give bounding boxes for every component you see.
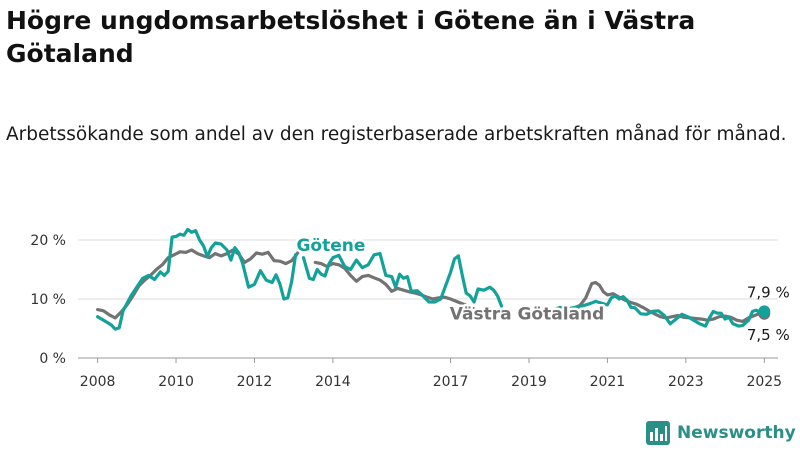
x-tick-label: 2025 <box>746 374 782 390</box>
y-tick-label: 0 % <box>39 351 66 367</box>
end-value-label: 7,9 % <box>747 283 790 301</box>
series-line-västra-götaland <box>96 248 300 320</box>
series-line-götene <box>521 305 543 312</box>
x-tick-label: 2021 <box>590 374 626 390</box>
series-annotation: Västra Götaland <box>450 305 605 325</box>
series-annotation-halo: Västra Götaland <box>450 305 605 325</box>
x-tick-label: 2012 <box>237 374 273 390</box>
x-tick-label: 2023 <box>668 374 704 390</box>
series-annotation: Götene <box>296 236 365 256</box>
series-line-götene <box>301 252 504 308</box>
y-tick-label: 10 % <box>30 292 66 308</box>
series-line-västra-götaland <box>313 260 476 311</box>
end-point-götene <box>758 305 771 318</box>
x-tick-label: 2008 <box>80 374 116 390</box>
y-tick-label: 20 % <box>30 233 66 249</box>
x-tick-label: 2017 <box>433 374 469 390</box>
newsworthy-logo: Newsworthy <box>645 418 796 448</box>
chart-subtitle: Arbetssökande som andel av den registerb… <box>6 124 787 145</box>
chart-title: Högre ungdomsarbetslöshet i Götene än i … <box>6 6 696 68</box>
x-tick-label: 2010 <box>158 374 194 390</box>
axes: 0 % 10 % 20 % 2008 2010 2012 2014 2017 2019 2021 2… <box>30 233 782 390</box>
x-tick-label: 2014 <box>315 374 351 390</box>
brand-name: Newsworthy <box>677 423 796 443</box>
series-lines <box>96 227 771 331</box>
bar-chart-logo-icon <box>646 421 670 445</box>
series-line-götene <box>552 294 766 328</box>
x-tick-label: 2019 <box>511 374 547 390</box>
line-chart: 0 % 10 % 20 % 2008 2010 2012 2014 2017 2019 2021 2… <box>30 227 790 390</box>
series-annotation-halo: Götene <box>296 236 365 256</box>
series-line-götene <box>96 227 298 331</box>
end-value-label: 7,5 % <box>747 326 790 344</box>
